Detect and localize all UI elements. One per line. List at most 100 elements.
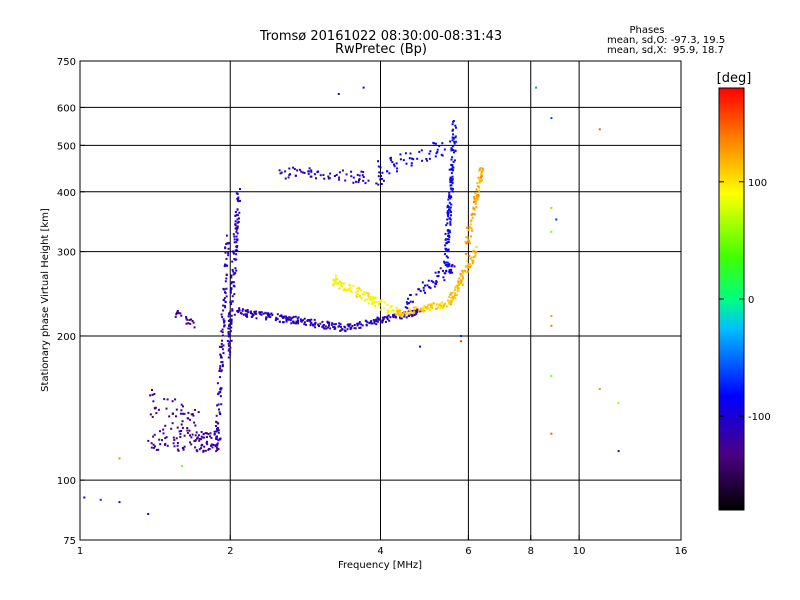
data-point — [415, 306, 418, 309]
data-point — [195, 449, 198, 452]
data-point — [147, 513, 150, 515]
data-point — [236, 226, 239, 228]
data-point — [175, 415, 177, 418]
data-point — [228, 313, 230, 316]
data-point — [449, 303, 452, 306]
data-point — [165, 407, 168, 410]
data-point — [284, 315, 287, 318]
data-point — [207, 448, 210, 451]
data-point — [171, 412, 174, 415]
data-point — [212, 444, 215, 446]
data-point — [425, 157, 428, 160]
data-point — [305, 323, 307, 326]
data-point — [372, 295, 375, 298]
data-point — [405, 301, 408, 304]
data-point — [432, 281, 435, 284]
data-point — [118, 457, 121, 460]
data-point — [216, 449, 219, 451]
data-point — [359, 326, 362, 329]
data-points — [83, 86, 620, 515]
data-point — [391, 161, 394, 164]
data-point — [470, 235, 472, 238]
data-point — [444, 244, 447, 247]
data-point — [358, 174, 361, 177]
data-point — [214, 437, 217, 440]
data-point — [429, 287, 432, 289]
data-point — [392, 314, 394, 317]
data-point — [428, 286, 431, 289]
data-point — [278, 320, 281, 323]
data-point — [316, 171, 319, 174]
data-point — [216, 404, 219, 407]
data-point — [328, 177, 331, 180]
data-point — [192, 321, 195, 324]
data-point — [174, 398, 177, 401]
data-point — [428, 152, 431, 155]
x-axis-label: Frequency [MHz] — [338, 560, 422, 571]
data-point — [189, 441, 191, 444]
data-point — [421, 281, 424, 284]
data-point — [157, 408, 160, 411]
data-point — [550, 315, 553, 318]
data-point — [308, 167, 311, 170]
data-point — [374, 296, 377, 299]
data-point — [233, 241, 236, 244]
data-point — [446, 238, 449, 241]
data-point — [465, 253, 468, 255]
data-point — [239, 188, 241, 190]
data-point — [406, 311, 409, 314]
data-point — [452, 120, 455, 123]
data-point — [238, 211, 241, 214]
data-point — [452, 137, 455, 139]
data-point — [440, 302, 443, 305]
data-point — [213, 430, 216, 433]
data-point — [423, 304, 426, 307]
data-point — [365, 324, 368, 327]
data-point — [176, 310, 179, 312]
data-point — [219, 395, 222, 398]
data-point — [227, 254, 230, 257]
data-point — [467, 270, 469, 273]
data-point — [360, 289, 363, 292]
data-point — [207, 433, 210, 436]
data-point — [180, 430, 183, 432]
data-point — [285, 318, 288, 321]
data-point — [432, 141, 435, 144]
data-point — [428, 303, 431, 306]
data-point — [239, 199, 241, 202]
data-point — [236, 232, 239, 235]
data-point — [454, 297, 457, 300]
data-point — [448, 300, 451, 303]
data-point — [446, 250, 449, 253]
data-point — [363, 293, 366, 296]
data-point — [215, 450, 218, 453]
data-point — [478, 169, 481, 172]
data-point — [472, 249, 475, 252]
data-point — [450, 187, 453, 190]
data-point — [449, 271, 452, 274]
data-point — [431, 305, 433, 308]
data-point — [307, 170, 310, 173]
data-point — [448, 302, 451, 305]
data-point — [220, 403, 223, 406]
data-point — [393, 163, 395, 166]
data-point — [437, 270, 440, 273]
data-point — [353, 324, 356, 326]
data-point — [349, 323, 352, 326]
data-point — [461, 277, 464, 280]
y-axis-label: Stationary phase Virtual Height [km] — [40, 208, 51, 392]
data-point — [451, 271, 454, 274]
data-point — [413, 314, 416, 316]
data-point — [198, 437, 201, 440]
data-point — [474, 200, 477, 203]
data-point — [448, 230, 451, 233]
data-point — [251, 312, 254, 315]
data-point — [297, 316, 300, 319]
data-point — [336, 283, 339, 285]
data-point — [218, 408, 220, 411]
data-point — [220, 361, 223, 364]
data-point — [448, 168, 451, 171]
data-point — [219, 354, 222, 357]
data-point — [399, 309, 402, 312]
data-point — [448, 201, 451, 204]
